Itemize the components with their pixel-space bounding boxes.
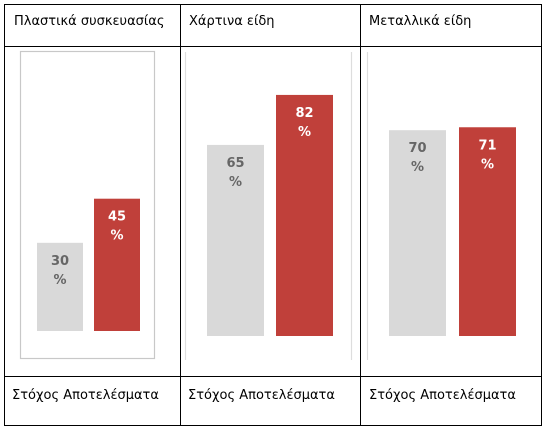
panel-title-metals: Μεταλλικά είδη bbox=[369, 14, 471, 29]
bar-plastics-result bbox=[94, 198, 140, 331]
bar-label-paper-result-unit: % bbox=[298, 125, 311, 140]
panel-inner-border-plastics bbox=[19, 50, 156, 360]
bar-label-metals-target-value: 70 bbox=[408, 141, 426, 156]
bar-label-metals-target-unit: % bbox=[411, 160, 424, 175]
panel-footer-metals: Στόχος Αποτελέσματα bbox=[369, 388, 516, 403]
bar-paper-target bbox=[207, 144, 264, 336]
bar-metals-target bbox=[389, 130, 446, 336]
bars-layer: 30% 45% 65% 82% 70% 71% bbox=[37, 94, 516, 336]
table-outer-border bbox=[4, 4, 542, 426]
bar-label-paper-target-value: 65 bbox=[226, 156, 244, 171]
bar-label-plastics-result-unit: % bbox=[110, 229, 123, 244]
bar-plastics-target bbox=[37, 242, 83, 331]
panel-title-plastics: Πλαστικά συσκευασίας bbox=[14, 14, 164, 29]
bar-paper-result bbox=[276, 94, 333, 336]
panel-footer-plastics: Στόχος Αποτελέσματα bbox=[12, 388, 159, 403]
panel-footer-paper: Στόχος Αποτελέσματα bbox=[188, 388, 335, 403]
bar-label-paper-result-value: 82 bbox=[295, 106, 313, 121]
bar-label-paper-target-unit: % bbox=[229, 175, 242, 190]
panel-title-paper: Χάρτινα είδη bbox=[189, 14, 275, 29]
bar-label-plastics-result-value: 45 bbox=[108, 210, 126, 225]
bar-label-metals-result-value: 71 bbox=[478, 138, 496, 153]
bar-label-plastics-target-value: 30 bbox=[51, 254, 69, 269]
bar-metals-result bbox=[459, 127, 516, 336]
bar-label-plastics-target-unit: % bbox=[53, 273, 66, 288]
panel-inner-borders bbox=[19, 50, 369, 360]
bar-label-metals-result-unit: % bbox=[481, 157, 494, 172]
table-grid bbox=[4, 4, 542, 426]
